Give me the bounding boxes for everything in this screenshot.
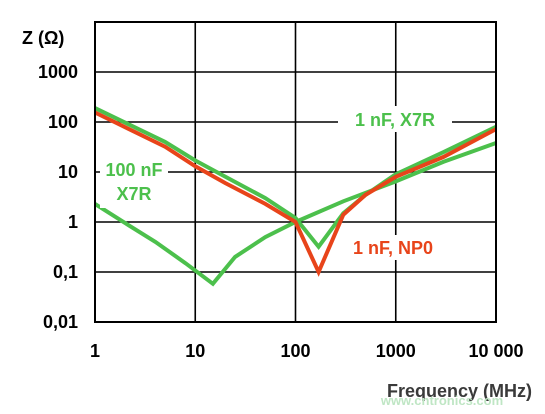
y-tick-label: 0,01 [43,312,78,332]
label-100nf-x7r-line1: 100 nF [105,160,162,180]
x-tick-labels: 1 10 100 1000 10 000 [90,341,524,361]
y-tick-label: 0,1 [53,262,78,282]
label-1nf-np0: 1 nF, NP0 [343,235,443,260]
y-tick-labels: 0,01 0,1 1 10 100 1000 [38,62,78,332]
label-1nf-np0-text: 1 nF, NP0 [353,238,433,258]
x-tick-label: 10 000 [468,341,523,361]
y-tick-label: 10 [58,162,78,182]
x-tick-label: 10 [185,341,205,361]
label-1nf-x7r-text: 1 nF, X7R [355,110,435,130]
x-axis-label: Frequency (MHz) [387,381,532,401]
watermark: www.cntronics.com [380,393,503,408]
series-line-1 [94,106,497,250]
x-tick-label: 1000 [376,341,416,361]
label-100nf-x7r-line2: X7R [116,184,151,204]
x-tick-label: 100 [280,341,310,361]
y-tick-label: 1000 [38,62,78,82]
y-axis-label: Z (Ω) [22,28,64,48]
plot-frame [94,21,497,323]
label-100nf-x7r: 100 nF X7R [100,156,168,208]
series-layer [93,106,497,287]
y-tick-label: 1 [68,212,78,232]
y-tick-label: 100 [48,112,78,132]
label-1nf-x7r: 1 nF, X7R [338,106,452,132]
x-tick-label: 1 [90,341,100,361]
series-line-2 [94,110,497,277]
series-line-0 [93,141,497,287]
